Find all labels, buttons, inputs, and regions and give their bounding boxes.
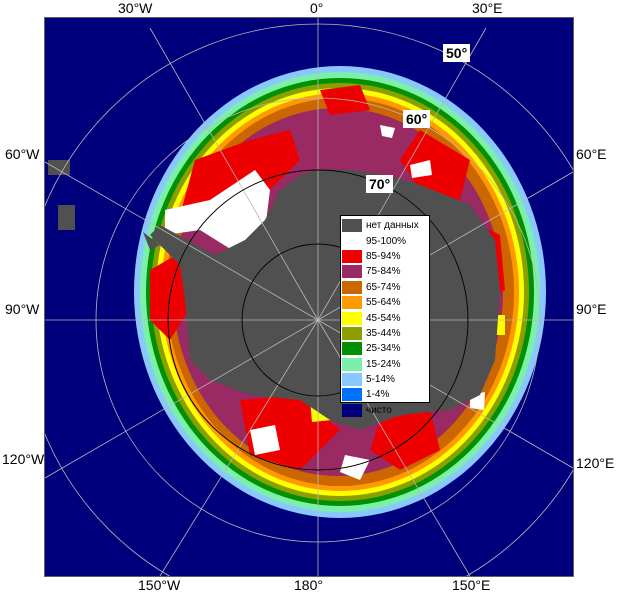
legend-label: 65-74% bbox=[366, 281, 401, 293]
legend-swatch bbox=[342, 342, 362, 356]
legend-label: 55-64% bbox=[366, 297, 401, 309]
legend: нет данных 95-100% 85-94% 75-84% 65-74% 55-64… bbox=[340, 215, 430, 417]
legend-swatch bbox=[342, 388, 362, 402]
lon-label-150e: 150°E bbox=[452, 577, 491, 593]
legend-swatch bbox=[342, 326, 362, 340]
legend-label: 95-100% bbox=[366, 235, 407, 247]
lat-label-50: 50° bbox=[443, 44, 471, 62]
legend-swatch bbox=[342, 296, 362, 310]
legend-label: нет данных bbox=[366, 220, 419, 232]
legend-item: 25-34% bbox=[342, 341, 429, 356]
lon-label-90e: 90°E bbox=[576, 301, 607, 317]
legend-item: 15-24% bbox=[342, 357, 429, 372]
legend-swatch bbox=[342, 280, 362, 294]
legend-swatch bbox=[342, 357, 362, 371]
legend-label: 45-54% bbox=[366, 312, 401, 324]
lon-label-180: 180° bbox=[294, 577, 323, 593]
lon-label-60e: 60°E bbox=[576, 146, 607, 162]
legend-label: 85-94% bbox=[366, 250, 401, 262]
legend-swatch bbox=[342, 219, 362, 233]
legend-swatch bbox=[342, 265, 362, 279]
lon-label-30w: 30°W bbox=[118, 0, 153, 16]
lon-label-30e: 30°E bbox=[472, 0, 503, 16]
legend-item: 5-14% bbox=[342, 372, 429, 387]
legend-item: чисто bbox=[342, 403, 429, 418]
legend-label: 15-24% bbox=[366, 358, 401, 370]
legend-item: 1-4% bbox=[342, 387, 429, 402]
lon-label-150w: 150°W bbox=[138, 577, 181, 593]
legend-label: 1-4% bbox=[366, 389, 390, 401]
legend-item: 55-64% bbox=[342, 295, 429, 310]
legend-item: нет данных bbox=[342, 218, 429, 233]
legend-label: 25-34% bbox=[366, 343, 401, 355]
legend-swatch bbox=[342, 373, 362, 387]
lon-label-120e: 120°E bbox=[576, 455, 615, 471]
lat-label-60: 60° bbox=[403, 110, 431, 128]
lon-label-0: 0° bbox=[310, 0, 324, 16]
legend-item: 95-100% bbox=[341, 233, 429, 249]
legend-item: 85-94% bbox=[342, 249, 429, 264]
lon-label-90w: 90°W bbox=[5, 301, 40, 317]
legend-swatch bbox=[342, 249, 362, 263]
legend-label: 5-14% bbox=[366, 374, 395, 386]
legend-label: чисто bbox=[366, 404, 392, 416]
lon-label-120w: 120°W bbox=[2, 451, 45, 467]
legend-item: 45-54% bbox=[342, 310, 429, 325]
legend-item: 65-74% bbox=[342, 280, 429, 295]
legend-swatch bbox=[342, 403, 362, 417]
legend-swatch bbox=[342, 311, 362, 325]
legend-label: 35-44% bbox=[366, 327, 401, 339]
legend-swatch bbox=[341, 233, 363, 249]
lon-label-60w: 60°W bbox=[5, 146, 40, 162]
lat-label-70: 70° bbox=[366, 175, 394, 193]
legend-item: 75-84% bbox=[342, 264, 429, 279]
legend-label: 75-84% bbox=[366, 266, 401, 278]
legend-item: 35-44% bbox=[342, 326, 429, 341]
